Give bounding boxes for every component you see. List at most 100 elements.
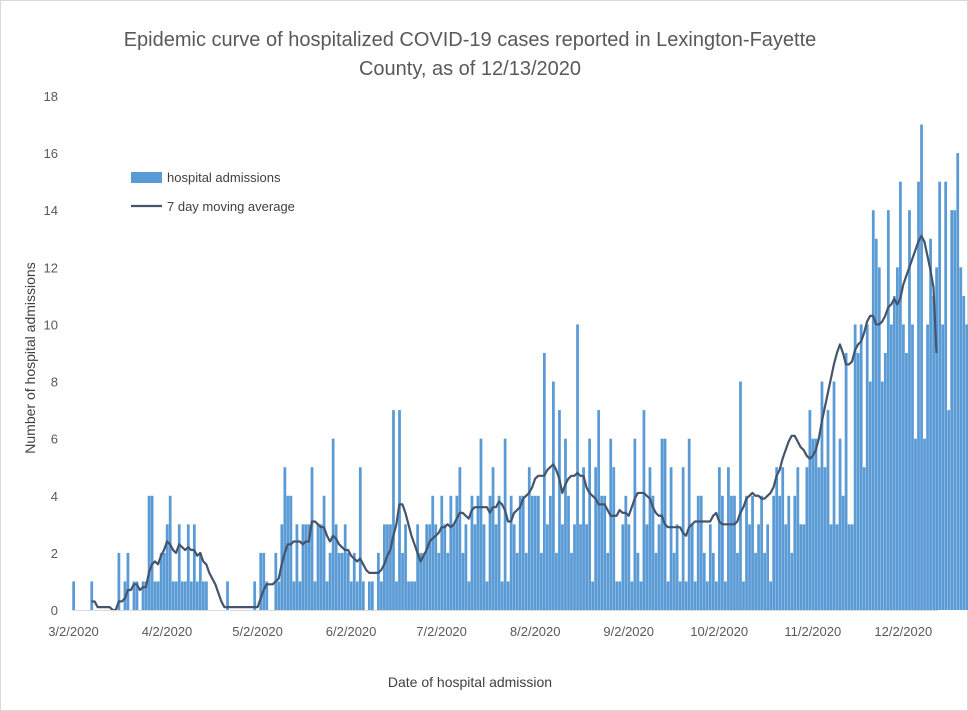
- bar: [431, 495, 435, 610]
- bar: [772, 495, 776, 610]
- bar: [446, 552, 450, 610]
- bar: [141, 581, 145, 610]
- y-tick-label: 4: [51, 489, 58, 504]
- bar: [868, 381, 872, 610]
- bar: [295, 524, 299, 610]
- bar: [844, 353, 848, 610]
- bar: [331, 438, 335, 610]
- bar: [941, 324, 945, 610]
- bar: [343, 524, 347, 610]
- bar: [259, 552, 263, 610]
- bar: [506, 581, 510, 610]
- bar: [289, 495, 293, 610]
- bar: [775, 467, 779, 610]
- bar: [935, 267, 938, 610]
- bar: [156, 581, 160, 610]
- bar: [796, 467, 800, 610]
- bar: [823, 467, 827, 610]
- bar: [392, 410, 395, 610]
- bar: [865, 324, 869, 610]
- bar: [165, 524, 169, 610]
- y-tick-label: 6: [51, 432, 58, 447]
- bar: [923, 438, 926, 610]
- bar: [745, 495, 748, 610]
- x-tick-label: 3/2/2020: [48, 624, 99, 639]
- bar: [579, 524, 582, 610]
- bar: [455, 495, 459, 610]
- bar: [612, 467, 616, 610]
- bar: [615, 581, 619, 610]
- bar: [555, 552, 558, 610]
- bar: [90, 581, 94, 610]
- y-tick-label: 12: [44, 260, 58, 275]
- bar: [542, 353, 546, 610]
- bar: [805, 467, 809, 610]
- bar: [639, 581, 643, 610]
- bar: [500, 581, 504, 610]
- bar: [144, 581, 148, 610]
- bar: [684, 581, 688, 610]
- bar: [760, 495, 763, 610]
- bar: [485, 581, 489, 610]
- bar: [802, 524, 806, 610]
- bar: [708, 524, 712, 610]
- legend: hospital admissions 7 day moving average: [131, 170, 295, 214]
- y-tick-label: 14: [44, 203, 58, 218]
- bar: [298, 581, 302, 610]
- bar: [171, 581, 175, 610]
- bar: [911, 324, 914, 610]
- bar: [183, 581, 187, 610]
- y-tick-label: 0: [51, 603, 58, 618]
- bar: [72, 581, 76, 610]
- y-tick-label: 18: [44, 89, 58, 104]
- bar: [763, 552, 767, 610]
- bar: [748, 524, 751, 610]
- bar: [370, 581, 374, 610]
- bar: [404, 524, 407, 610]
- bar: [627, 524, 631, 610]
- bar: [419, 552, 423, 610]
- bar: [820, 381, 824, 610]
- bar: [838, 438, 842, 610]
- bar: [126, 552, 130, 610]
- bar: [283, 467, 287, 610]
- bar: [512, 524, 516, 610]
- bar: [859, 324, 863, 610]
- bar: [711, 552, 715, 610]
- bar: [896, 267, 899, 610]
- bar: [962, 295, 966, 610]
- bar: [521, 495, 525, 610]
- bar: [727, 467, 730, 610]
- bar: [416, 524, 420, 610]
- bar: [527, 467, 531, 610]
- bar: [524, 552, 528, 610]
- bar: [545, 524, 549, 610]
- bar: [117, 552, 121, 610]
- bar: [799, 524, 803, 610]
- bar: [690, 524, 694, 610]
- bar: [168, 495, 172, 610]
- bar: [509, 495, 513, 610]
- bar: [536, 495, 540, 610]
- bar: [307, 524, 311, 610]
- bar: [717, 467, 721, 610]
- bar: [914, 438, 917, 610]
- bar: [702, 552, 706, 610]
- bar: [434, 524, 438, 610]
- bar: [724, 581, 727, 610]
- bar: [561, 524, 564, 610]
- bars-group: [72, 124, 968, 611]
- bar: [367, 581, 371, 610]
- bar: [705, 581, 709, 610]
- bar: [862, 467, 866, 610]
- bar: [669, 467, 673, 610]
- bar: [198, 552, 202, 610]
- bar: [395, 581, 398, 610]
- bar: [150, 495, 154, 610]
- bar: [473, 524, 477, 610]
- bar: [751, 495, 754, 610]
- y-tick-label: 8: [51, 375, 58, 390]
- y-tick-label: 2: [51, 546, 58, 561]
- x-tick-label: 4/2/2020: [142, 624, 193, 639]
- bar: [944, 181, 948, 611]
